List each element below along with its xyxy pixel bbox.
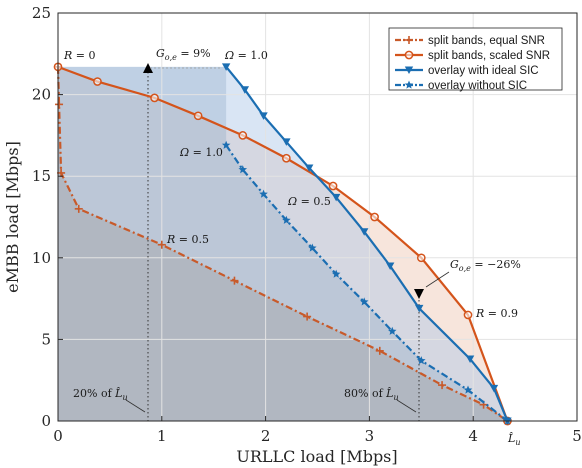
triangle-marker bbox=[385, 262, 395, 270]
x-tick-label: 5 bbox=[572, 427, 582, 445]
star-marker bbox=[308, 243, 317, 252]
region-overlay-ideal bbox=[58, 66, 508, 421]
y-tick-label: 10 bbox=[32, 249, 51, 267]
y-tick-label: 25 bbox=[32, 4, 51, 22]
shaded-regions bbox=[58, 66, 508, 421]
annot-80pct: 80% of L̂u bbox=[344, 387, 399, 402]
annot-gain-9: Go,e = 9% bbox=[156, 47, 211, 62]
circle-marker bbox=[238, 131, 248, 140]
y-tick-label: 5 bbox=[41, 330, 51, 348]
star-marker bbox=[404, 80, 414, 89]
legend-item: split bands, scaled SNR bbox=[395, 50, 550, 62]
arrow-up-icon bbox=[143, 63, 153, 73]
circle-marker bbox=[150, 93, 159, 103]
axis-ticks: 0 1 2 3 4 5 0 5 10 15 20 25 bbox=[32, 4, 582, 445]
y-axis-label: eMBB load [Mbps] bbox=[3, 141, 22, 293]
annot-20pct: 20% of L̂u bbox=[73, 387, 128, 402]
x-tick-label: 2 bbox=[261, 427, 271, 445]
legend-items: split bands, equal SNR split bands, scale… bbox=[395, 35, 550, 92]
triangle-marker bbox=[304, 164, 314, 173]
annot-r09: R = 0.9 bbox=[475, 307, 518, 320]
x-tick-label: 3 bbox=[365, 427, 375, 445]
triangle-marker bbox=[360, 228, 369, 236]
series-line bbox=[225, 66, 509, 422]
annot-omega-05: Ω = 0.5 bbox=[287, 195, 331, 208]
legend-item: overlay without SIC bbox=[395, 80, 527, 92]
annot-lu: L̂u bbox=[507, 432, 520, 447]
triangle-marker bbox=[282, 138, 291, 146]
triangle-marker bbox=[221, 63, 231, 71]
annot-80pct-leader bbox=[396, 399, 417, 413]
triangle-marker bbox=[240, 86, 250, 94]
circle-marker bbox=[463, 310, 473, 320]
legend-item: split bands, equal SNR bbox=[395, 35, 545, 47]
annot-gain-neg26: Go,e = −26% bbox=[450, 258, 521, 273]
legend-label: split bands, scaled SNR bbox=[428, 50, 550, 62]
series-3 bbox=[221, 140, 512, 425]
triangle-marker bbox=[415, 304, 424, 313]
triangle-marker bbox=[465, 355, 475, 363]
star-marker bbox=[282, 215, 291, 224]
triangle-marker bbox=[259, 112, 268, 120]
arrow-down-icon bbox=[414, 289, 424, 299]
region-overlay-without-sic bbox=[58, 66, 508, 421]
circle-marker bbox=[404, 50, 414, 60]
legend-label: overlay with ideal SIC bbox=[428, 65, 539, 77]
star-marker bbox=[463, 385, 473, 394]
legend-box bbox=[388, 27, 563, 91]
y-tick-label: 0 bbox=[41, 412, 51, 430]
y-tick-label: 20 bbox=[32, 86, 51, 104]
annot-r0: R = 0 bbox=[63, 49, 96, 62]
circle-marker bbox=[370, 212, 379, 222]
triangle-marker bbox=[331, 193, 341, 202]
star-marker bbox=[259, 189, 268, 198]
circle-marker bbox=[328, 181, 338, 191]
x-tick-label: 0 bbox=[53, 427, 63, 445]
annotations: R = 0 Go,e = 9% Ω = 1.0 Ω = 1.0 Ω = 0.5 … bbox=[63, 47, 521, 447]
star-marker bbox=[387, 326, 397, 335]
annot-r05: R = 0.5 bbox=[166, 233, 209, 246]
reference-markers bbox=[143, 63, 424, 421]
star-marker bbox=[221, 140, 231, 149]
legend-label: overlay without SIC bbox=[428, 80, 527, 92]
annot-omega-1-mid: Ω = 1.0 bbox=[179, 146, 223, 159]
legend: split bands, equal SNR split bands, scale… bbox=[388, 27, 563, 92]
annot-omega-1-top: Ω = 1.0 bbox=[224, 49, 268, 62]
region-split-equal bbox=[58, 66, 508, 421]
star-marker bbox=[331, 269, 341, 278]
legend-label: split bands, equal SNR bbox=[428, 35, 545, 47]
legend-item: overlay with ideal SIC bbox=[395, 65, 539, 77]
circle-marker bbox=[193, 111, 203, 121]
annot-gain-neg26-leader bbox=[425, 271, 450, 288]
star-marker bbox=[359, 297, 369, 306]
triangle-marker bbox=[404, 66, 414, 74]
plot-frame bbox=[57, 12, 578, 422]
star-marker bbox=[238, 165, 248, 174]
x-axis-label: URLLC load [Mbps] bbox=[236, 447, 397, 466]
y-tick-label: 15 bbox=[32, 167, 51, 185]
region-split-scaled bbox=[58, 66, 508, 421]
annot-20pct-leader bbox=[125, 399, 146, 413]
circle-marker bbox=[416, 253, 426, 263]
triangle-marker bbox=[489, 384, 499, 393]
series-0 bbox=[54, 62, 512, 425]
circle-marker bbox=[282, 153, 291, 163]
series-layer bbox=[53, 62, 512, 426]
circle-marker bbox=[93, 77, 102, 86]
x-tick-label: 1 bbox=[157, 427, 167, 445]
star-marker bbox=[417, 356, 426, 365]
x-tick-label: 4 bbox=[468, 427, 478, 445]
